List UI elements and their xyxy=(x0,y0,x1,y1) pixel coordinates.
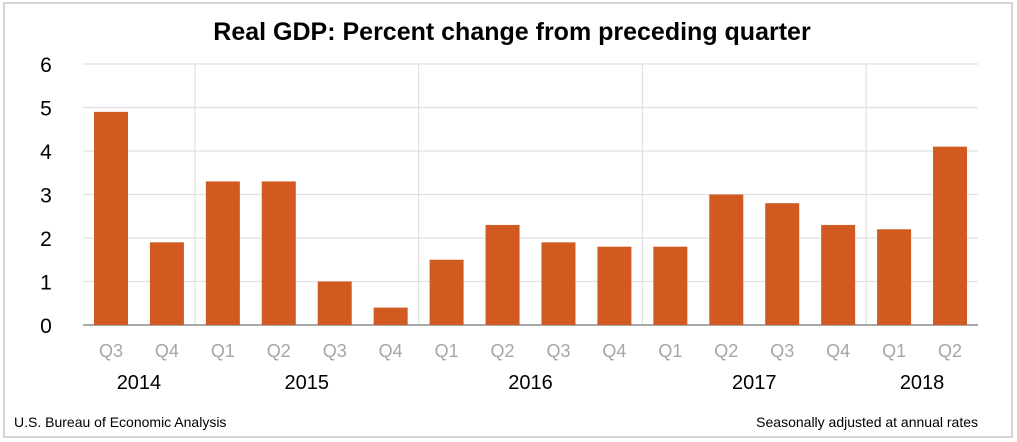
x-tick-label: Q4 xyxy=(826,341,850,361)
y-tick-label: 1 xyxy=(40,272,52,295)
bar-7 xyxy=(485,224,520,325)
y-tick-label: 2 xyxy=(40,228,52,251)
x-tick-label: Q1 xyxy=(211,341,235,361)
bar-12 xyxy=(765,203,800,325)
y-tick-label: 6 xyxy=(40,54,52,77)
y-tick-label: 3 xyxy=(40,185,52,208)
year-label: 2017 xyxy=(732,372,777,394)
bar-5 xyxy=(373,307,408,325)
x-tick-label: Q3 xyxy=(323,341,347,361)
year-label: 2016 xyxy=(508,372,553,394)
y-tick-label: 4 xyxy=(40,141,52,164)
bar-1 xyxy=(149,242,184,325)
year-labels: 2014 2015 2016 2017 2018 xyxy=(117,372,945,394)
source-note: U.S. Bureau of Economic Analysis xyxy=(14,414,226,430)
x-tick-label: Q1 xyxy=(435,341,459,361)
x-tick-label: Q3 xyxy=(770,341,794,361)
bar-13 xyxy=(821,224,856,325)
year-label: 2014 xyxy=(117,372,162,394)
x-tick-label: Q2 xyxy=(938,341,962,361)
bars xyxy=(93,111,968,325)
x-tick-label: Q3 xyxy=(546,341,570,361)
y-tick-label: 5 xyxy=(40,98,52,121)
x-tick-label: Q4 xyxy=(602,341,626,361)
year-label: 2018 xyxy=(900,372,945,394)
year-label: 2015 xyxy=(285,372,330,394)
bar-6 xyxy=(429,259,464,325)
bar-4 xyxy=(317,281,352,325)
adjustment-note: Seasonally adjusted at annual rates xyxy=(756,414,978,430)
bar-15 xyxy=(933,146,968,325)
x-tick-label: Q3 xyxy=(99,341,123,361)
x-tick-label: Q2 xyxy=(267,341,291,361)
bar-3 xyxy=(261,181,296,325)
x-axis-ticks: Q3 Q4 Q1 Q2 Q3 Q4 Q1 Q2 Q3 Q4 Q1 Q2 Q3 Q4 Q1 Q2 xyxy=(99,341,962,361)
chart-title: Real GDP: Percent change from preceding … xyxy=(213,18,811,46)
y-axis-ticks: 0 1 2 3 4 5 6 xyxy=(40,54,52,338)
x-tick-label: Q1 xyxy=(882,341,906,361)
x-tick-label: Q4 xyxy=(155,341,179,361)
bar-8 xyxy=(541,242,576,325)
x-tick-label: Q2 xyxy=(491,341,515,361)
bar-2 xyxy=(205,181,240,325)
bar-11 xyxy=(709,194,744,325)
y-tick-label: 0 xyxy=(40,315,52,338)
x-tick-label: Q4 xyxy=(379,341,403,361)
x-tick-label: Q1 xyxy=(658,341,682,361)
bar-9 xyxy=(597,246,632,325)
bar-14 xyxy=(877,229,912,325)
chart-frame xyxy=(3,2,1013,438)
x-tick-label: Q2 xyxy=(714,341,738,361)
bar-10 xyxy=(653,246,688,325)
bar-0 xyxy=(93,111,128,325)
